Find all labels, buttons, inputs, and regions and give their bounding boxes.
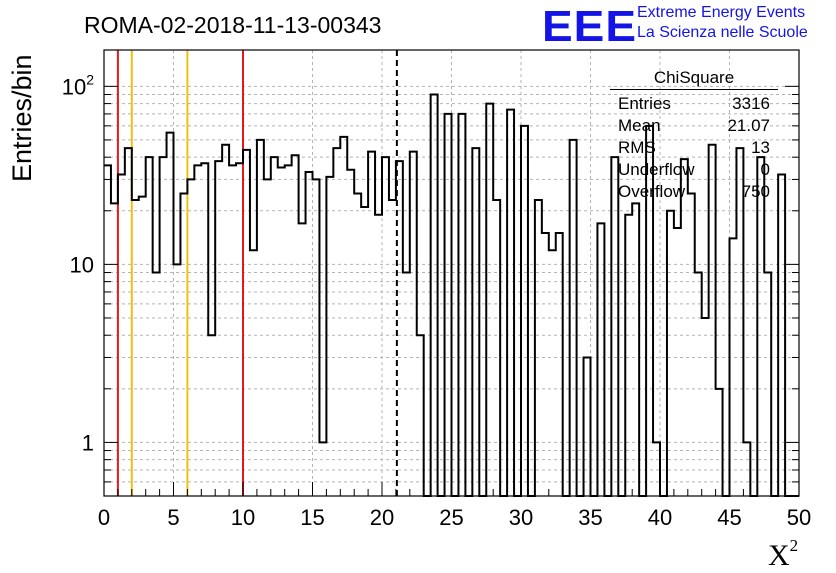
stats-key: Entries — [618, 94, 671, 113]
stats-key: Overflow — [618, 182, 686, 201]
stats-title: ChiSquare — [653, 68, 735, 87]
y-tick-label: 102 — [62, 71, 94, 99]
stats-box: ChiSquare Entries 3316 Mean 21.07 RMS 13… — [610, 66, 778, 206]
logo-line-1: Extreme Energy Events — [637, 4, 806, 21]
x-axis-label: X2 — [768, 536, 798, 573]
stats-value: 0 — [760, 160, 770, 179]
stats-title-rule — [610, 89, 778, 90]
y-tick-label-exp: 2 — [86, 71, 94, 87]
x-tick-label: 15 — [300, 505, 324, 530]
x-tick-label: 30 — [509, 505, 533, 530]
stats-key: Underflow — [618, 160, 695, 179]
run-title: ROMA-02-2018-11-13-00343 — [84, 12, 382, 38]
logo-line-2: La Scienza nelle Scuole — [637, 24, 808, 41]
x-axis-label-exp: 2 — [789, 536, 799, 555]
y-tick-label-base: 10 — [62, 74, 86, 99]
x-axis-label-base: X — [768, 539, 790, 572]
x-tick-label: 20 — [370, 505, 394, 530]
stats-key: RMS — [618, 138, 656, 157]
x-tick-label: 40 — [648, 505, 672, 530]
grid-lines — [104, 50, 799, 496]
eee-logo: EEE — [542, 0, 638, 51]
x-tick-label: 50 — [787, 505, 811, 530]
stats-value: 3316 — [732, 94, 770, 113]
x-tick-label: 0 — [98, 505, 110, 530]
histogram-line — [104, 93, 799, 497]
reference-lines — [116, 50, 398, 496]
axis-ticks — [103, 85, 800, 497]
stats-key: Mean — [618, 116, 661, 135]
x-tick-label: 10 — [231, 505, 255, 530]
y-tick-label: 10 — [70, 252, 94, 277]
stats-value: 13 — [751, 138, 770, 157]
stats-value: 21.07 — [727, 116, 770, 135]
x-tick-label: 45 — [717, 505, 741, 530]
stats-value: 750 — [741, 182, 770, 201]
x-tick-label: 5 — [167, 505, 179, 530]
y-tick-label: 1 — [82, 430, 94, 455]
y-axis-label: Entries/bin — [7, 54, 37, 182]
x-tick-label: 35 — [578, 505, 602, 530]
x-tick-label: 25 — [439, 505, 463, 530]
